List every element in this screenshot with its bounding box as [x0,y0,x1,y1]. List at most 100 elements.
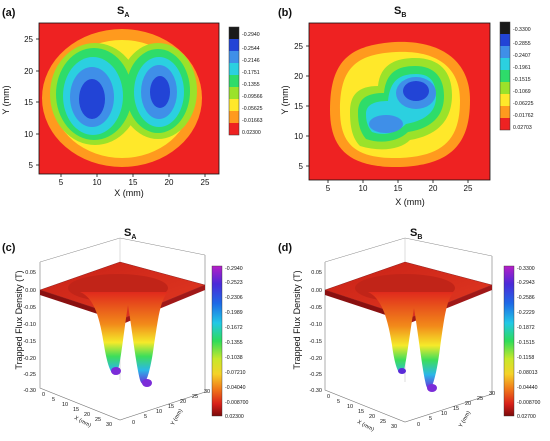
colorbar-label: -0.2940 [242,32,260,38]
tick-label: 10 [347,404,353,410]
colorbar-label: -0.2855 [513,41,531,47]
panel-b: (b) SB Y (mm) X (mm) 5 10 15 20 25 [278,5,534,207]
tick-label: 10 [156,409,162,415]
tick-label: 20 [294,72,303,81]
panel-b-title: SB [394,5,406,19]
tick-label: -0.05 [309,305,322,311]
colorbar-label: -0.07210 [225,370,246,376]
panel-d-surface [324,261,493,392]
colorbar-label: -0.1989 [225,310,243,316]
panel-c-zlabel: Trapped Flux Density (T) [14,270,24,369]
panel-c: (c) SA Trapped Flux Density (T) 0.05 0.0… [2,227,248,429]
tick-label: 10 [62,402,68,408]
colorbar-label: 0.02700 [517,414,536,420]
colorbar-label: -0.1038 [225,355,243,361]
colorbar-label: -0.2306 [225,295,243,301]
tick-label: 5 [29,161,34,170]
tick-label: 30 [391,424,397,430]
panel-a-colorbar: -0.2940 -0.2544 -0.2146 -0.1751 -0.1355 … [228,26,263,136]
panel-c-ylabel: Y (mm) [170,408,184,427]
tick-label: -0.20 [309,356,322,362]
tick-label: 15 [358,409,364,415]
tick-label: 15 [24,98,33,107]
colorbar-label: -0.1158 [517,355,534,361]
tick-label: 30 [106,422,112,428]
tick-label: 25 [24,35,33,44]
tick-label: 5 [429,416,432,422]
tick-label: 20 [369,414,375,420]
tick-label: 10 [294,132,303,141]
panel-d-zlabel: Trapped Flux Density (T) [292,270,302,369]
tick-label: 15 [129,178,138,187]
colorbar-label: -0.2146 [242,58,260,64]
tick-label: 0.05 [25,270,36,276]
tick-label: 25 [294,42,303,51]
colorbar-label: -0.05625 [242,106,263,112]
colorbar-label: -0.3300 [517,266,535,272]
tick-label: 5 [299,162,304,171]
tick-label: 25 [192,394,198,400]
tick-label: 5 [326,184,331,193]
tick-label: 25 [477,396,483,402]
panel-d-colorbar: -0.3300 -0.2943 -0.2586 -0.2229 -0.1872 … [503,265,540,420]
tick-label: 15 [294,102,303,111]
colorbar-label: -0.2229 [517,310,535,316]
tick-label: -0.25 [309,372,322,378]
panel-a-ylabel: Y (mm) [1,85,11,114]
panel-d-yticks: 0 5 10 15 20 25 30 [417,391,495,428]
colorbar-label: -0.2586 [517,295,535,301]
tick-label: 0 [327,394,330,400]
colorbar-label: -0.2943 [517,280,535,286]
tick-label: -0.05 [23,305,36,311]
tick-label: 10 [441,411,447,417]
panel-b-xlabel: X (mm) [395,197,425,207]
tick-label: 15 [453,406,459,412]
tick-label: 5 [337,399,340,405]
panel-d-zticks: 0.05 0.00 -0.05 -0.10 -0.15 -0.20 -0.25 … [309,270,322,394]
tick-label: 15 [168,404,174,410]
tick-label: -0.20 [23,356,36,362]
panel-b-xticks: 5 10 15 20 25 [326,180,473,193]
panel-d-ylabel: Y (mm) [458,410,472,429]
tick-label: 5 [144,414,147,420]
colorbar-label: -0.06225 [513,101,534,107]
colorbar-label: -0.1515 [513,77,531,83]
colorbar-label: -0.008700 [517,400,540,406]
tick-label: 30 [204,389,210,395]
panel-a-yticks: 5 10 15 20 25 [24,35,39,170]
tick-label: 20 [429,184,438,193]
tick-label: -0.25 [23,372,36,378]
colorbar-label: -0.2940 [225,266,243,272]
panel-a-label: (a) [2,7,16,19]
panel-a-xlabel: X (mm) [114,188,144,198]
panel-d-xticks: 0 5 10 15 20 25 30 [327,394,397,430]
tick-label: 30 [489,391,495,397]
tick-label: -0.15 [309,339,322,345]
panel-d-xlabel: X (mm) [356,419,375,433]
panel-a-plot [38,22,220,175]
colorbar-label: 0.02300 [242,130,261,136]
colorbar-label: 0.02703 [513,125,532,131]
panel-d: (d) SB Trapped Flux Density (T) 0.05 0.0… [278,227,540,433]
tick-label: -0.10 [309,322,322,328]
panel-d-title: SB [410,227,422,241]
colorbar-label: -0.2544 [242,46,260,52]
colorbar-label: -0.1355 [225,340,243,346]
panel-c-yticks: 0 5 10 15 20 25 30 [132,389,210,426]
tick-label: -0.30 [309,388,322,394]
tick-label: 25 [95,417,101,423]
panel-c-label: (c) [2,242,16,254]
tick-label: 20 [180,399,186,405]
tick-label: 20 [165,178,174,187]
colorbar-label: -0.01762 [513,113,534,119]
colorbar-label: -0.1751 [242,70,260,76]
colorbar-label: -0.08013 [517,370,538,376]
tick-label: 15 [394,184,403,193]
colorbar-label: -0.008700 [225,400,248,406]
colorbar-label: -0.1872 [517,325,535,331]
tick-label: 0 [42,392,45,398]
colorbar-label: -0.1672 [225,325,243,331]
colorbar-label: -0.1069 [513,89,531,95]
colorbar-label: -0.01663 [242,118,263,124]
